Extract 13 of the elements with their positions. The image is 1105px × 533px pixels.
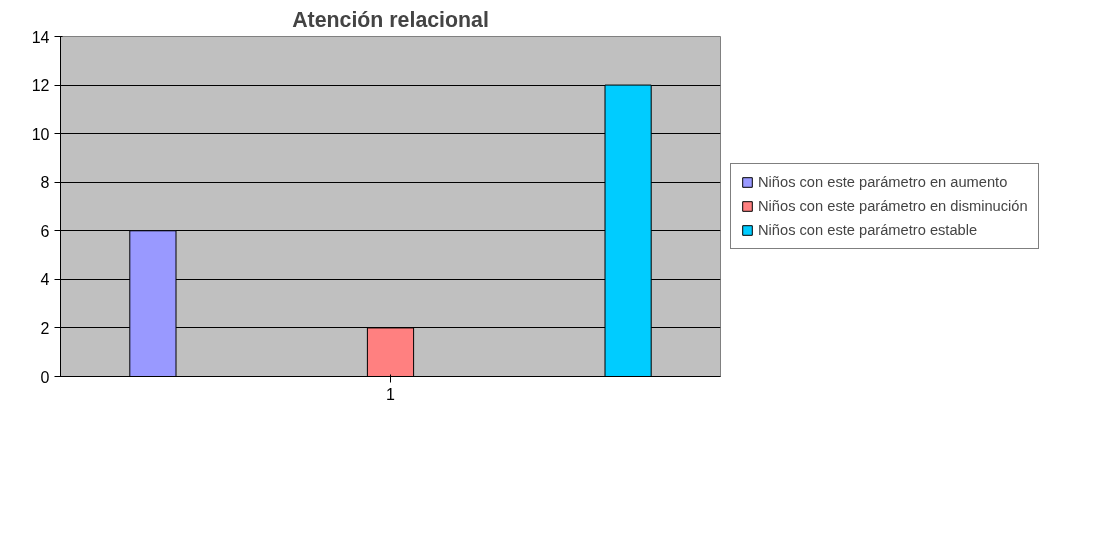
- y-tick-label: 12: [31, 77, 50, 95]
- y-tick-label: 4: [40, 271, 50, 289]
- chart-title: Atención relacional: [292, 7, 489, 32]
- legend-label: Niños con este parámetro estable: [758, 222, 978, 238]
- legend-label: Niños con este parámetro en disminución: [758, 198, 1028, 214]
- y-tick-label: 2: [40, 319, 50, 337]
- legend-label: Niños con este parámetro en aumento: [758, 174, 1008, 190]
- y-tick-label: 8: [40, 174, 50, 192]
- y-tick-label: 10: [31, 125, 50, 143]
- y-tick-label: 14: [31, 28, 50, 46]
- y-tick-label: 6: [40, 222, 50, 240]
- y-tick-label: 0: [40, 368, 50, 386]
- x-tick-label: 1: [386, 385, 396, 403]
